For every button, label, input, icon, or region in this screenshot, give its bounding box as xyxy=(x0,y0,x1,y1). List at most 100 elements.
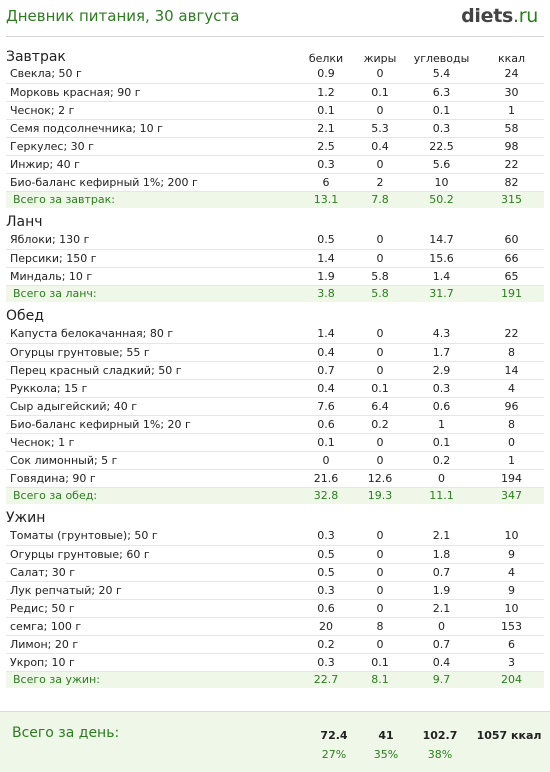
food-protein: 1.9 xyxy=(296,267,356,286)
food-carbs: 1 xyxy=(404,415,479,434)
food-row: Руккола; 15 г 0.4 0.1 0.3 4 xyxy=(6,379,544,398)
food-fat: 0 xyxy=(356,343,404,362)
food-name: Био-баланс кефирный 1%; 20 г xyxy=(6,415,296,434)
section-header-row: Обед xyxy=(6,302,544,325)
food-carbs: 0.3 xyxy=(404,379,479,398)
food-kcal: 66 xyxy=(479,249,544,268)
meal-title: Ланч xyxy=(6,214,43,230)
food-kcal: 14 xyxy=(479,361,544,380)
day-fat-pct: 35% xyxy=(373,748,399,761)
meal-total-kcal: 347 xyxy=(479,487,544,504)
logo-main: diets xyxy=(461,5,513,27)
food-fat: 0 xyxy=(356,325,404,344)
food-protein: 21.6 xyxy=(296,469,356,488)
food-row: Сок лимонный; 5 г 0 0 0.2 1 xyxy=(6,451,544,470)
food-protein: 0.3 xyxy=(296,527,356,546)
food-protein: 0.4 xyxy=(296,343,356,362)
food-name: Миндаль; 10 г xyxy=(6,267,296,286)
food-kcal: 1 xyxy=(479,451,544,470)
food-carbs: 4.3 xyxy=(404,325,479,344)
food-carbs: 2.1 xyxy=(404,599,479,618)
food-carbs: 0.1 xyxy=(404,101,479,120)
meal-title: Обед xyxy=(6,308,44,324)
food-carbs: 10 xyxy=(404,173,479,192)
day-kcal: 1057 ккал xyxy=(476,729,542,742)
day-carbs-pct: 38% xyxy=(427,748,453,761)
food-name: семга; 100 г xyxy=(6,617,296,636)
food-row: Инжир; 40 г 0.3 0 5.6 22 xyxy=(6,155,544,174)
day-protein-pct: 27% xyxy=(321,748,347,761)
meal-total-protein: 22.7 xyxy=(296,671,356,688)
food-name: Лимон; 20 г xyxy=(6,635,296,654)
food-protein: 7.6 xyxy=(296,397,356,416)
food-kcal: 65 xyxy=(479,267,544,286)
food-carbs: 1.8 xyxy=(404,545,479,564)
food-row: Лимон; 20 г 0.2 0 0.7 6 xyxy=(6,635,544,654)
food-protein: 0.7 xyxy=(296,361,356,380)
meal-title: Завтрак xyxy=(6,49,66,65)
food-kcal: 22 xyxy=(479,325,544,344)
food-fat: 0 xyxy=(356,545,404,564)
food-kcal: 30 xyxy=(479,83,544,102)
food-fat: 0.2 xyxy=(356,415,404,434)
day-total-box: Всего за день: 72.4 41 102.7 1057 ккал 2… xyxy=(0,711,550,772)
food-kcal: 8 xyxy=(479,415,544,434)
column-header-carbs: углеводы xyxy=(413,52,470,65)
page-header: Дневник питания, 30 августа diets.ru xyxy=(0,0,550,36)
food-protein: 1.4 xyxy=(296,249,356,268)
food-kcal: 194 xyxy=(479,469,544,488)
column-header-kcal: ккал xyxy=(497,52,526,65)
meal-total-label: Всего за ужин: xyxy=(6,671,296,688)
food-kcal: 4 xyxy=(479,379,544,398)
food-kcal: 6 xyxy=(479,635,544,654)
food-kcal: 0 xyxy=(479,433,544,452)
food-carbs: 5.6 xyxy=(404,155,479,174)
food-name: Чеснок; 1 г xyxy=(6,433,296,452)
food-kcal: 10 xyxy=(479,599,544,618)
food-kcal: 3 xyxy=(479,653,544,672)
food-fat: 0.1 xyxy=(356,379,404,398)
food-protein: 2.5 xyxy=(296,137,356,156)
food-carbs: 0 xyxy=(404,469,479,488)
food-carbs: 0 xyxy=(404,617,479,636)
food-carbs: 0.7 xyxy=(404,563,479,582)
food-protein: 0.6 xyxy=(296,415,356,434)
meal-total-fat: 5.8 xyxy=(356,285,404,302)
food-name: Укроп; 10 г xyxy=(6,653,296,672)
food-row: Чеснок; 1 г 0.1 0 0.1 0 xyxy=(6,433,544,452)
food-protein: 6 xyxy=(296,173,356,192)
food-carbs: 1.4 xyxy=(404,267,479,286)
food-row: Говядина; 90 г 21.6 12.6 0 194 xyxy=(6,469,544,488)
food-fat: 0.1 xyxy=(356,653,404,672)
food-fat: 0 xyxy=(356,65,404,84)
food-row: Семя подсолнечника; 10 г 2.1 5.3 0.3 58 xyxy=(6,119,544,138)
meal-title: Ужин xyxy=(6,510,46,526)
food-kcal: 58 xyxy=(479,119,544,138)
food-kcal: 24 xyxy=(479,65,544,84)
food-row: Томаты (грунтовые); 50 г 0.3 0 2.1 10 xyxy=(6,527,544,546)
food-fat: 0 xyxy=(356,635,404,654)
food-protein: 0.9 xyxy=(296,65,356,84)
food-fat: 0 xyxy=(356,451,404,470)
food-carbs: 6.3 xyxy=(404,83,479,102)
food-protein: 0.5 xyxy=(296,231,356,250)
site-logo[interactable]: diets.ru xyxy=(461,5,538,27)
food-carbs: 15.6 xyxy=(404,249,479,268)
day-total-label: Всего за день: xyxy=(12,725,120,741)
page-title: Дневник питания, 30 августа xyxy=(6,7,240,25)
day-protein: 72.4 xyxy=(320,729,348,742)
food-kcal: 1 xyxy=(479,101,544,120)
food-name: Сок лимонный; 5 г xyxy=(6,451,296,470)
food-kcal: 10 xyxy=(479,527,544,546)
food-carbs: 1.9 xyxy=(404,581,479,600)
food-protein: 0.1 xyxy=(296,433,356,452)
food-name: Чеснок; 2 г xyxy=(6,101,296,120)
food-kcal: 98 xyxy=(479,137,544,156)
food-name: Редис; 50 г xyxy=(6,599,296,618)
meal-total-kcal: 315 xyxy=(479,191,544,208)
food-row: Био-баланс кефирный 1%; 200 г 6 2 10 82 xyxy=(6,173,544,192)
food-name: Огурцы грунтовые; 55 г xyxy=(6,343,296,362)
meal-total-protein: 13.1 xyxy=(296,191,356,208)
food-name: Морковь красная; 90 г xyxy=(6,83,296,102)
food-protein: 1.4 xyxy=(296,325,356,344)
